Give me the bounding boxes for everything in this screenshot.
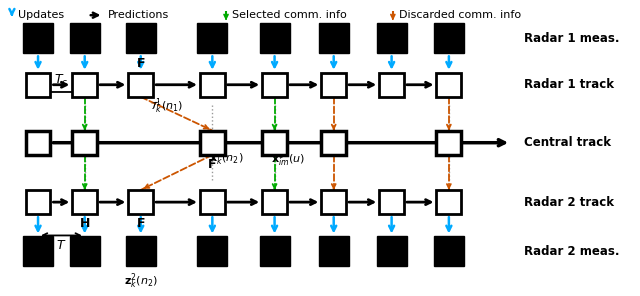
Text: F: F	[136, 57, 145, 70]
Bar	[26, 131, 51, 155]
Bar	[200, 73, 225, 97]
Bar	[197, 23, 227, 54]
Bar	[72, 131, 97, 155]
Text: Central track: Central track	[524, 136, 611, 149]
Bar	[262, 131, 287, 155]
Text: Radar 1 track: Radar 1 track	[524, 78, 614, 91]
Bar	[23, 23, 53, 54]
Text: $\mathcal{T}_k^1(n_1)$: $\mathcal{T}_k^1(n_1)$	[150, 97, 183, 116]
Bar	[379, 190, 404, 214]
Bar	[262, 73, 287, 97]
Bar	[321, 131, 346, 155]
Bar	[72, 73, 97, 97]
Bar	[128, 190, 153, 214]
Bar	[128, 73, 153, 97]
Bar	[434, 236, 464, 266]
Bar	[126, 23, 156, 54]
Bar	[26, 190, 51, 214]
Text: H: H	[79, 217, 90, 230]
Text: $\mathbf{z}_k^2(n_2)$: $\mathbf{z}_k^2(n_2)$	[124, 272, 157, 291]
Bar	[23, 236, 53, 266]
Text: F: F	[136, 217, 145, 230]
Bar	[377, 236, 406, 266]
Text: Discarded comm. info: Discarded comm. info	[399, 10, 521, 20]
Text: $T_c$: $T_c$	[54, 73, 68, 88]
Bar	[197, 236, 227, 266]
Bar	[377, 23, 406, 54]
Bar	[26, 73, 51, 97]
Text: Selected comm. info: Selected comm. info	[232, 10, 347, 20]
Bar	[126, 236, 156, 266]
Text: F: F	[208, 158, 216, 171]
Text: Updates: Updates	[18, 10, 64, 20]
Bar	[319, 236, 349, 266]
Bar	[260, 236, 289, 266]
Bar	[72, 190, 97, 214]
Bar	[200, 131, 225, 155]
Bar	[262, 190, 287, 214]
Bar	[319, 23, 349, 54]
Text: Predictions: Predictions	[108, 10, 169, 20]
Text: $\hat{\mathbf{x}}_k^2(n_2)$: $\hat{\mathbf{x}}_k^2(n_2)$	[209, 149, 244, 168]
Bar	[321, 73, 346, 97]
Text: Radar 1 meas.: Radar 1 meas.	[524, 32, 619, 45]
Text: $T$: $T$	[56, 239, 67, 252]
Bar	[200, 190, 225, 214]
Text: $\hat{\mathbf{x}}_{im}^{c}(u)$: $\hat{\mathbf{x}}_{im}^{c}(u)$	[271, 151, 306, 168]
Bar	[436, 190, 461, 214]
Bar	[70, 236, 100, 266]
Bar	[436, 73, 461, 97]
Bar	[70, 23, 100, 54]
Bar	[434, 23, 464, 54]
Bar	[436, 131, 461, 155]
Text: Radar 2 track: Radar 2 track	[524, 196, 614, 209]
Bar	[379, 73, 404, 97]
Text: Radar 2 meas.: Radar 2 meas.	[524, 245, 619, 258]
Bar	[260, 23, 289, 54]
Bar	[321, 190, 346, 214]
